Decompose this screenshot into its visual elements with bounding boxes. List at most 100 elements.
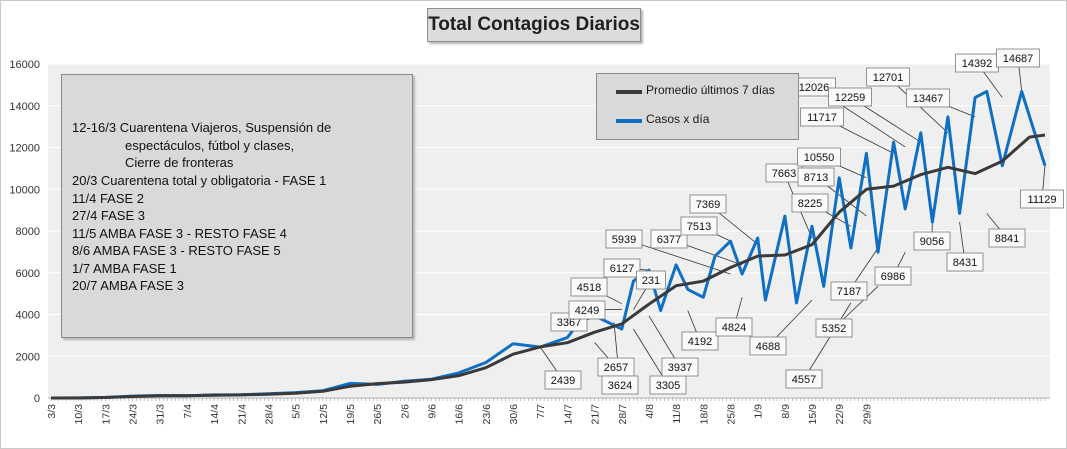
series-7day-average-line	[51, 133, 1046, 400]
x-tick-label: 1/9	[753, 404, 765, 419]
note-line: 8/6 AMBA FASE 3 - RESTO FASE 5	[72, 243, 281, 258]
data-label: 12026	[799, 82, 830, 94]
annotation-box	[791, 193, 829, 213]
legend-swatch-daily	[616, 119, 642, 123]
x-tick-label: 31/3	[155, 404, 167, 425]
x-tick-label: 18/8	[698, 404, 710, 425]
x-tick-label: 28/4	[263, 404, 275, 425]
x-tick-label: 28/7	[617, 404, 629, 425]
annotation-box	[603, 258, 641, 278]
x-tick-label: 17/3	[100, 404, 112, 425]
data-label: 5352	[822, 323, 846, 335]
x-tick-label: 19/5	[345, 404, 357, 425]
note-line: 12-16/3 Cuarentena Viajeros, Suspensión …	[72, 120, 332, 135]
x-tick-label: 21/7	[590, 404, 602, 425]
y-tick-label: 16000	[9, 59, 40, 71]
data-label: 12701	[873, 72, 904, 84]
data-label: 4688	[756, 341, 780, 353]
x-tick-label: 30/6	[508, 404, 520, 425]
annotation-box	[913, 231, 951, 251]
annotation-box	[866, 67, 910, 87]
data-label: 4249	[575, 305, 599, 317]
note-line: 27/4 FASE 3	[72, 208, 145, 223]
note-line: 20/3 Cuarentena total y obligatoria - FA…	[72, 173, 327, 188]
data-label: 7663	[772, 168, 796, 180]
data-label: 12259	[835, 92, 866, 104]
phases-notes-box: 12-16/3 Cuarentena Viajeros, Suspensión …	[61, 74, 413, 338]
data-label: 2657	[604, 362, 628, 374]
x-tick-label: 21/4	[236, 404, 248, 425]
annotation-box	[605, 229, 643, 249]
data-label: 6127	[610, 263, 634, 275]
y-tick-label: 0	[34, 393, 40, 405]
annotation-box	[828, 87, 872, 107]
legend-label-average: Promedio últimos 7 días	[646, 83, 775, 97]
legend: Promedio últimos 7 días Casos x día	[596, 73, 799, 140]
data-label: 6377	[657, 234, 681, 246]
data-label: 8225	[798, 198, 822, 210]
y-tick-label: 6000	[16, 268, 40, 280]
note-line: 11/5 AMBA FASE 3 - RESTO FASE 4	[72, 226, 287, 241]
x-tick-label: 2/6	[399, 404, 411, 419]
x-tick-label: 14/4	[209, 404, 221, 425]
data-label: 2439	[551, 375, 575, 387]
annotation-box	[681, 331, 719, 351]
x-tick-label: 3/3	[46, 404, 58, 419]
annotation-box	[800, 107, 844, 127]
annotation-box	[946, 252, 984, 272]
data-label: 5939	[612, 234, 636, 246]
x-tick-label: 5/5	[291, 404, 303, 419]
x-tick-label: 22/9	[834, 404, 846, 425]
annotation-box	[601, 375, 639, 395]
annotation-box	[568, 300, 606, 320]
x-tick-label: 7/4	[182, 404, 194, 419]
data-label: 7187	[837, 286, 861, 298]
annotation-leader	[803, 302, 852, 380]
series-layer	[50, 89, 1047, 400]
data-label: 6986	[881, 271, 905, 283]
data-label: 7513	[687, 221, 711, 233]
y-tick-label: 4000	[16, 310, 40, 322]
annotation-box	[988, 228, 1026, 248]
y-axis: 0 2000 4000 6000 8000 10000 12000 14000 16000	[9, 59, 1050, 405]
x-tick-label: 29/9	[861, 404, 873, 425]
data-label: 9056	[920, 236, 944, 248]
x-tick-label: 14/7	[562, 404, 574, 425]
x-tick-label: 12/5	[318, 404, 330, 425]
y-tick-label: 10000	[9, 184, 40, 196]
annotation-box	[797, 147, 841, 167]
data-label: 3305	[656, 380, 680, 392]
data-label: 8431	[953, 257, 977, 269]
x-tick-label: 25/8	[725, 404, 737, 425]
data-label: 11129	[1028, 194, 1057, 206]
data-label: 8841	[995, 233, 1019, 245]
annotation-box	[570, 277, 608, 297]
note-line: 1/7 AMBA FASE 1	[72, 261, 177, 276]
annotation-labels: 3367 4518 4249 6127 231 5939 6377 7513 7369 2439 2…	[544, 48, 1064, 395]
x-tick-label: 10/3	[73, 404, 85, 425]
annotation-box	[797, 167, 835, 187]
note-line: 11/4 FASE 2	[72, 191, 145, 206]
annotation-box	[874, 266, 912, 286]
x-tick-label: 23/6	[481, 404, 493, 425]
data-label: 231	[642, 275, 660, 287]
data-label: 4192	[688, 336, 712, 348]
y-tick-label: 8000	[16, 226, 40, 238]
data-label: 10550	[804, 152, 835, 164]
annotation-box	[680, 216, 718, 236]
data-label: 14687	[1003, 53, 1034, 65]
data-label: 3367	[557, 317, 581, 329]
data-label: 3937	[668, 362, 692, 374]
data-label: 4824	[722, 322, 746, 334]
x-tick-label: 4/8	[644, 404, 656, 419]
x-tick-label: 11/8	[671, 404, 683, 424]
y-tick-label: 12000	[9, 143, 40, 155]
annotation-box	[544, 370, 582, 390]
y-tick-label: 2000	[16, 351, 40, 363]
note-line: espectáculos, fútbol y clases,	[125, 138, 295, 153]
data-label: 4518	[577, 282, 601, 294]
x-tick-label: 24/3	[128, 404, 140, 425]
data-label: 11717	[807, 112, 837, 124]
x-tick-label: 15/9	[807, 404, 819, 425]
x-tick-label: 8/9	[780, 404, 792, 419]
